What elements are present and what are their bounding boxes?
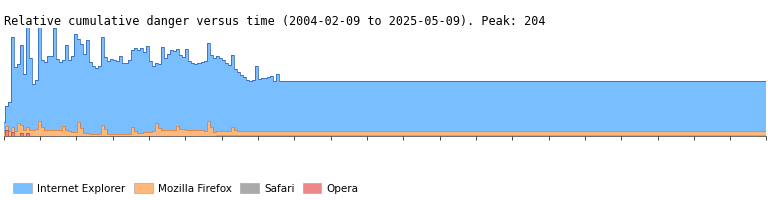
Legend: Internet Explorer, Mozilla Firefox, Safari, Opera: Internet Explorer, Mozilla Firefox, Safa… [9, 179, 362, 198]
Text: Relative cumulative danger versus time (2004-02-09 to 2025-05-09). Peak: 204: Relative cumulative danger versus time (… [4, 15, 545, 28]
